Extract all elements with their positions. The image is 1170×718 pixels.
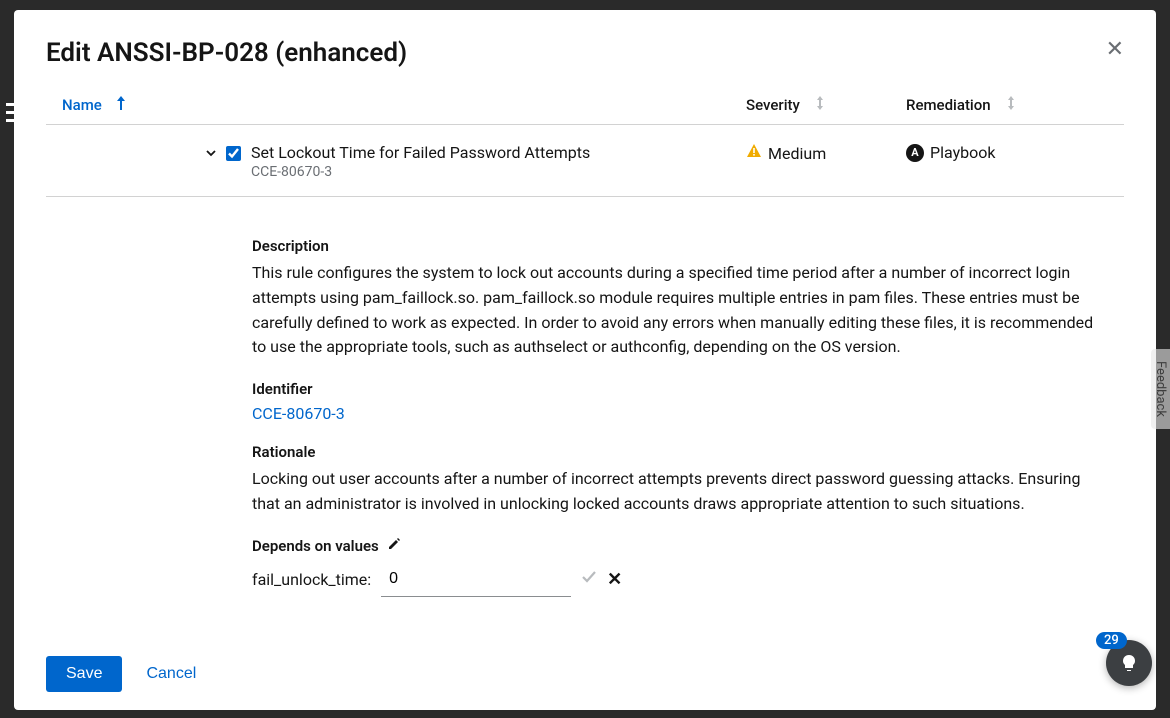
cancel-edit-icon[interactable]: ✕	[607, 569, 622, 590]
sort-icon	[1007, 96, 1015, 114]
help-fab[interactable]: 29	[1106, 640, 1152, 686]
rule-checkbox[interactable]	[226, 146, 241, 161]
column-header-remediation[interactable]: Remediation	[906, 96, 1124, 114]
rationale-heading: Rationale	[252, 443, 1104, 461]
description-text: This rule configures the system to lock …	[252, 261, 1104, 360]
expand-toggle[interactable]	[206, 147, 216, 161]
feedback-tab[interactable]: Feedback	[1151, 349, 1170, 429]
identifier-link[interactable]: CCE-80670-3	[252, 404, 345, 423]
rule-row: Set Lockout Time for Failed Password Att…	[46, 125, 1124, 197]
column-label-remediation: Remediation	[906, 96, 991, 114]
lightbulb-icon	[1119, 653, 1139, 673]
column-label-severity: Severity	[746, 96, 800, 114]
sort-icon	[816, 96, 824, 114]
rule-cce: CCE-80670-3	[251, 164, 590, 180]
remediation-cell: A Playbook	[906, 143, 1124, 162]
cancel-button[interactable]: Cancel	[146, 665, 196, 683]
ansible-icon: A	[906, 144, 924, 162]
close-icon: ✕	[1106, 36, 1124, 61]
confirm-icon[interactable]	[581, 569, 597, 590]
notification-badge: 29	[1096, 632, 1127, 649]
rule-name-cell: Set Lockout Time for Failed Password Att…	[46, 143, 746, 180]
rationale-text: Locking out user accounts after a number…	[252, 467, 1104, 517]
table-header: Name Severity Remediation	[46, 82, 1124, 125]
edit-policy-modal: Edit ANSSI-BP-028 (enhanced) ✕ Name Seve…	[14, 10, 1156, 710]
depends-on-row: Depends on values	[252, 537, 1104, 555]
modal-header: Edit ANSSI-BP-028 (enhanced) ✕	[46, 38, 1124, 68]
chevron-down-icon	[206, 148, 216, 158]
column-label-name: Name	[62, 96, 102, 114]
hamburger-menu[interactable]	[0, 90, 14, 134]
edit-icon[interactable]	[387, 537, 401, 555]
backdrop: Edit ANSSI-BP-028 (enhanced) ✕ Name Seve…	[0, 0, 1170, 718]
identifier-heading: Identifier	[252, 380, 1104, 398]
column-header-severity[interactable]: Severity	[746, 96, 906, 114]
close-button[interactable]: ✕	[1106, 38, 1124, 60]
description-heading: Description	[252, 237, 1104, 255]
feedback-label: Feedback	[1153, 361, 1168, 417]
remediation-text: Playbook	[930, 143, 995, 162]
save-button[interactable]: Save	[46, 656, 122, 692]
rule-title: Set Lockout Time for Failed Password Att…	[251, 143, 590, 162]
column-header-name[interactable]: Name	[46, 96, 746, 114]
sort-asc-icon	[116, 96, 126, 114]
value-input[interactable]	[381, 563, 571, 597]
modal-footer: Save Cancel	[46, 644, 1124, 692]
modal-title: Edit ANSSI-BP-028 (enhanced)	[46, 38, 407, 68]
value-key-label: fail_unlock_time:	[252, 570, 371, 589]
warning-icon	[746, 143, 762, 163]
rule-detail-panel: Description This rule configures the sys…	[46, 197, 1124, 644]
depends-heading: Depends on values	[252, 537, 379, 555]
severity-text: Medium	[768, 144, 826, 163]
severity-cell: Medium	[746, 143, 906, 163]
value-edit-row: fail_unlock_time: ✕	[252, 563, 1104, 597]
rule-title-block: Set Lockout Time for Failed Password Att…	[251, 143, 590, 180]
